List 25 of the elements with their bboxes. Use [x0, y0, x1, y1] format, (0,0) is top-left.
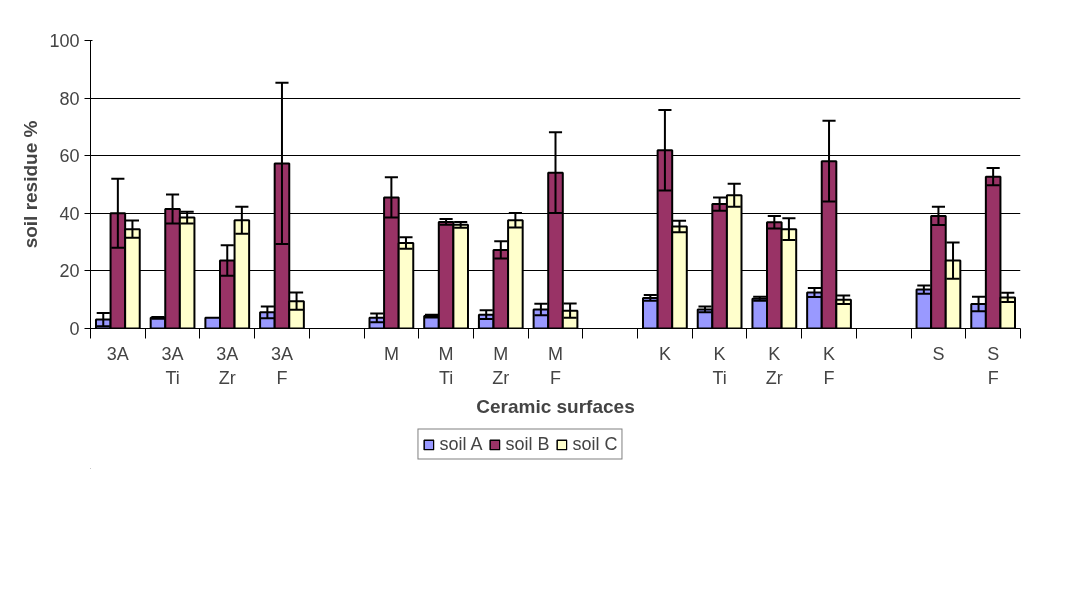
x-tick-label: 3A Ti: [161, 343, 184, 388]
legend-label: soil B: [505, 433, 550, 455]
legend-label: soil A: [439, 433, 483, 455]
x-tick-label: K: [658, 343, 671, 364]
x-tick-label: K Zr: [765, 343, 783, 388]
x-tick-label: 3A Zr: [216, 343, 239, 388]
x-tick-label: K F: [823, 343, 836, 388]
y-tick-label: 80: [59, 88, 80, 109]
x-tick-label: 3A: [106, 343, 129, 364]
x-tick-label: M Zr: [492, 343, 510, 388]
y-tick-label: 100: [49, 31, 80, 51]
y-tick-label: 60: [59, 146, 80, 167]
x-tick-label: 3A F: [270, 343, 293, 388]
x-tick-label: K Ti: [712, 343, 727, 388]
x-tick-label: M F: [548, 343, 563, 388]
y-tick-label: 0: [69, 319, 80, 339]
y-axis-title: soil residue %: [20, 120, 42, 249]
y-tick-label: 20: [59, 261, 80, 282]
legend-label: soil C: [572, 433, 618, 455]
x-tick-label: S F: [987, 343, 1000, 388]
y-tick-label: 40: [59, 203, 80, 224]
x-tick-label: M: [383, 343, 399, 364]
x-axis-title: Ceramic surfaces: [476, 395, 635, 417]
x-tick-label: S: [932, 343, 945, 364]
x-tick-label: M Ti: [438, 343, 454, 388]
